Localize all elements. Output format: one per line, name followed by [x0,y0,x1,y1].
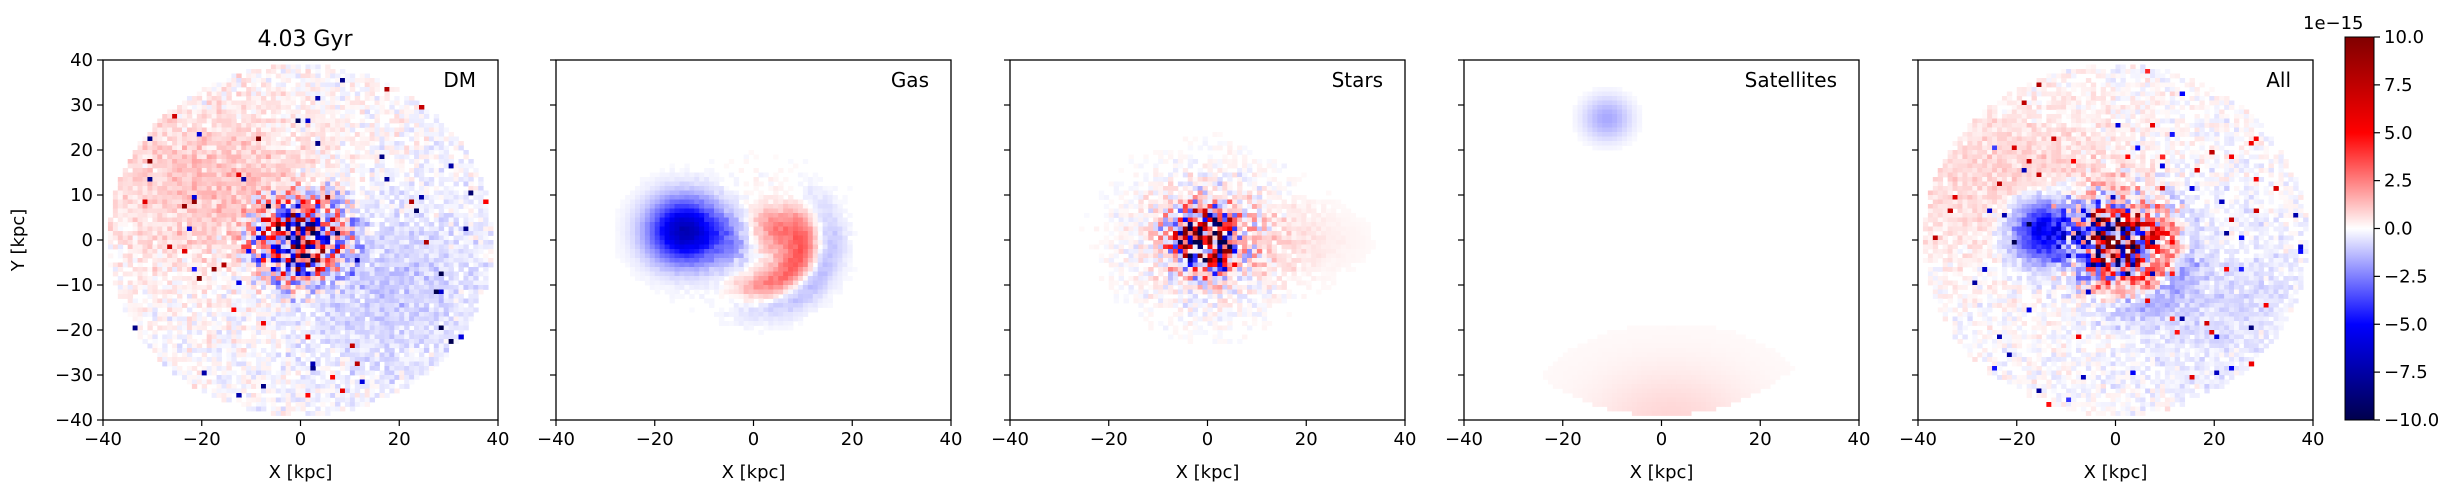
x-tick-label: 0 [748,429,759,450]
x-tick-label: 0 [2110,429,2121,450]
x-tick-label: −40 [84,429,122,450]
heatmap-cells [615,150,858,335]
x-tick-label: 40 [487,429,510,450]
panel-label: All [2266,68,2291,92]
x-tick-label: 20 [1749,429,1772,450]
heatmap-cells [1922,64,2309,416]
x-tick-label: 0 [1202,429,1213,450]
x-tick-label: 0 [1656,429,1667,450]
x-tick-label: 20 [841,429,864,450]
heatmap-cells [1543,87,1796,416]
y-tick-label: −20 [55,320,93,341]
heatmap-cells [1079,132,1376,344]
x-axis-label: X [kpc] [1630,462,1694,483]
x-axis-label: X [kpc] [722,462,786,483]
x-tick-label: 40 [1848,429,1871,450]
x-tick-label: 40 [1394,429,1417,450]
x-tick-label: 20 [1295,429,1318,450]
colorbar-tick-label: 2.5 [2384,171,2413,192]
y-tick-label: 0 [82,230,93,251]
y-tick-label: 20 [70,140,93,161]
panel-stars: Stars −40 −20 0 20 40 X [kpc] [991,59,1417,483]
x-tick-label: 20 [388,429,411,450]
colorbar: 10.0 7.5 5.0 2.5 0.0 −2.5 −5.0 −7.5 −10.0 1e−15 [2303,13,2439,431]
y-tick-label: 10 [70,185,93,206]
y-tick-label: −30 [55,365,93,386]
panel-gas: Gas −40 −20 0 20 40 X [kpc] [537,59,963,483]
x-tick-label: −40 [537,429,575,450]
colorbar-gradient [2344,36,2375,421]
colorbar-tick-label: 10.0 [2384,27,2424,48]
colorbar-tick-label: 0.0 [2384,219,2413,240]
x-axis-label: X [kpc] [2084,462,2148,483]
x-tick-label: 0 [295,429,306,450]
panel-all: All −40 −20 0 20 40 X [kpc] [1899,59,2325,483]
x-tick-label: −20 [1090,429,1128,450]
panel-label: Stars [1332,68,1383,92]
y-tick-label: −40 [55,410,93,431]
panel-satellites: Satellites −40 −20 0 20 40 X [kpc] [1445,59,1871,483]
x-tick-label: −20 [636,429,674,450]
y-tick-label: 40 [70,50,93,71]
colorbar-tick-label: −7.5 [2384,362,2428,383]
colorbar-tick-label: −10.0 [2384,410,2439,431]
x-tick-label: 40 [2302,429,2325,450]
y-tick-label: −10 [55,275,93,296]
colorbar-offset-label: 1e−15 [2303,13,2364,34]
x-axis-label: X [kpc] [269,462,333,483]
colorbar-tick-label: −2.5 [2384,266,2428,287]
x-axis-label: X [kpc] [1176,462,1240,483]
x-tick-label: −20 [1998,429,2036,450]
x-tick-label: −40 [1445,429,1483,450]
x-tick-label: −40 [1899,429,1937,450]
panel-label: DM [443,68,476,92]
panel-dm: DM −40 −20 0 20 40 X [kpc] 40 30 20 10 0 −10 −20 −30 −4… [55,50,509,483]
colorbar-tick-label: 7.5 [2384,75,2413,96]
panel-label: Gas [891,68,929,92]
x-tick-label: 20 [2203,429,2226,450]
colorbar-tick-label: −5.0 [2384,314,2428,335]
time-label: 4.03 Gyr [257,27,353,52]
x-tick-label: 40 [940,429,963,450]
heatmap-cells [107,64,494,416]
y-tick-label: 30 [70,95,93,116]
colorbar-tick-label: 5.0 [2384,123,2413,144]
x-tick-label: −20 [183,429,221,450]
x-tick-label: −40 [991,429,1029,450]
panel-label: Satellites [1745,68,1837,92]
x-tick-label: −20 [1544,429,1582,450]
y-axis-label: Y [kpc] [8,209,29,273]
